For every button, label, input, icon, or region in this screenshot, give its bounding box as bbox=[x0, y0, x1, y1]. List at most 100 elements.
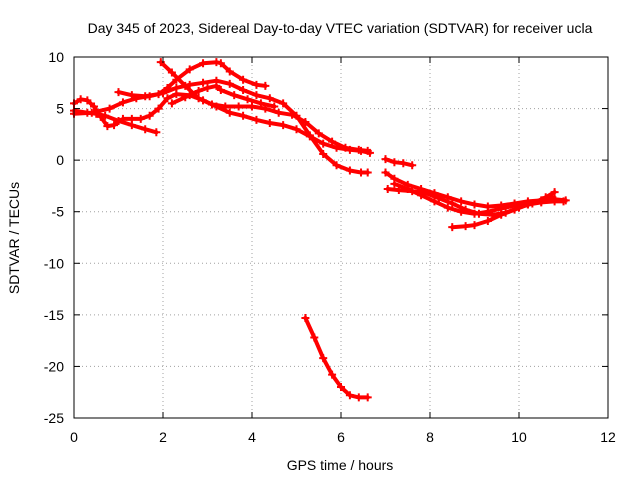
y-tick-label: 0 bbox=[56, 152, 64, 168]
data-point bbox=[448, 223, 457, 232]
data-point bbox=[252, 91, 261, 100]
data-point bbox=[225, 108, 234, 117]
data-point bbox=[483, 207, 492, 216]
data-point bbox=[163, 83, 172, 92]
x-tick-label: 8 bbox=[426, 429, 434, 445]
data-point bbox=[252, 80, 261, 89]
data-point bbox=[470, 209, 479, 218]
data-point bbox=[118, 98, 127, 107]
data-point bbox=[523, 200, 532, 209]
data-point bbox=[194, 94, 203, 103]
data-point bbox=[216, 59, 225, 68]
data-point bbox=[390, 158, 399, 167]
data-point bbox=[199, 78, 208, 87]
data-point bbox=[167, 68, 176, 77]
data-point bbox=[457, 197, 466, 206]
data-point bbox=[457, 207, 466, 216]
data-point bbox=[550, 188, 559, 197]
data-point bbox=[470, 200, 479, 209]
data-point bbox=[216, 86, 225, 95]
data-point bbox=[274, 108, 283, 117]
data-point bbox=[328, 137, 337, 146]
y-tick-label: -20 bbox=[44, 358, 64, 374]
data-point bbox=[167, 99, 176, 108]
data-point bbox=[305, 131, 314, 140]
data-point bbox=[239, 75, 248, 84]
data-point bbox=[203, 83, 212, 92]
data-point bbox=[279, 121, 288, 130]
data-point bbox=[172, 83, 181, 92]
data-point bbox=[497, 204, 506, 213]
data-point bbox=[127, 91, 136, 100]
data-point bbox=[212, 58, 221, 67]
data-series-arc-7 bbox=[301, 313, 372, 402]
data-point bbox=[483, 216, 492, 225]
y-tick-label: 5 bbox=[56, 101, 64, 117]
data-point bbox=[345, 166, 354, 175]
x-tick-label: 6 bbox=[337, 429, 345, 445]
data-series-arc-6 bbox=[167, 81, 279, 111]
data-point bbox=[199, 59, 208, 68]
data-point bbox=[448, 199, 457, 208]
data-point bbox=[127, 114, 136, 123]
data-point bbox=[96, 112, 105, 121]
data-point bbox=[118, 114, 127, 123]
data-point bbox=[194, 87, 203, 96]
data-point bbox=[301, 117, 310, 126]
x-tick-label: 12 bbox=[600, 429, 616, 445]
data-point bbox=[207, 100, 216, 109]
data-point bbox=[417, 191, 426, 200]
chart-title: Day 345 of 2023, Sidereal Day-to-day VTE… bbox=[88, 20, 593, 36]
y-tick-label: 10 bbox=[48, 49, 64, 65]
data-point bbox=[141, 125, 150, 134]
data-point bbox=[270, 102, 279, 111]
data-point bbox=[265, 119, 274, 128]
data-point bbox=[381, 155, 390, 164]
data-point bbox=[243, 95, 252, 104]
data-point bbox=[319, 354, 328, 363]
x-tick-label: 10 bbox=[511, 429, 527, 445]
data-point bbox=[248, 102, 256, 111]
data-point bbox=[154, 104, 163, 113]
data-point bbox=[136, 114, 145, 123]
data-point bbox=[105, 104, 114, 113]
data-point bbox=[154, 90, 163, 99]
data-series-arc-12 bbox=[390, 179, 568, 218]
data-point bbox=[252, 115, 261, 124]
data-point bbox=[234, 102, 243, 111]
data-point bbox=[341, 143, 350, 152]
data-point bbox=[443, 203, 452, 212]
data-point bbox=[430, 197, 439, 206]
data-point bbox=[239, 111, 248, 120]
data-point bbox=[337, 383, 345, 392]
data-series-arc-5 bbox=[114, 58, 270, 101]
data-series-arc-8 bbox=[381, 155, 417, 170]
y-axis: -25 -20 -15 -10 -5 0 5 10 bbox=[44, 49, 608, 426]
data-point bbox=[381, 168, 390, 177]
data-point bbox=[461, 222, 470, 231]
data-point bbox=[279, 99, 288, 108]
data-point bbox=[403, 185, 412, 194]
data-point bbox=[181, 81, 190, 90]
data-point bbox=[559, 197, 568, 206]
data-point bbox=[212, 81, 221, 90]
data-point bbox=[172, 75, 181, 84]
data-point bbox=[363, 168, 372, 177]
x-axis: 0 2 4 6 8 10 12 bbox=[70, 57, 616, 445]
y-axis-label: SDTVAR / TECUs bbox=[6, 182, 22, 294]
data-point bbox=[230, 91, 239, 100]
data-point bbox=[103, 122, 112, 131]
data-point bbox=[319, 149, 328, 158]
data-point bbox=[288, 110, 297, 119]
data-point bbox=[434, 194, 443, 203]
x-axis-label: GPS time / hours bbox=[287, 457, 394, 473]
data-point bbox=[319, 139, 328, 148]
data-point bbox=[310, 333, 319, 342]
data-point bbox=[537, 198, 546, 207]
data-point bbox=[261, 81, 270, 90]
data-point bbox=[110, 121, 119, 130]
y-tick-label: -10 bbox=[44, 255, 64, 271]
data-point bbox=[265, 94, 274, 103]
data-point bbox=[399, 159, 408, 168]
